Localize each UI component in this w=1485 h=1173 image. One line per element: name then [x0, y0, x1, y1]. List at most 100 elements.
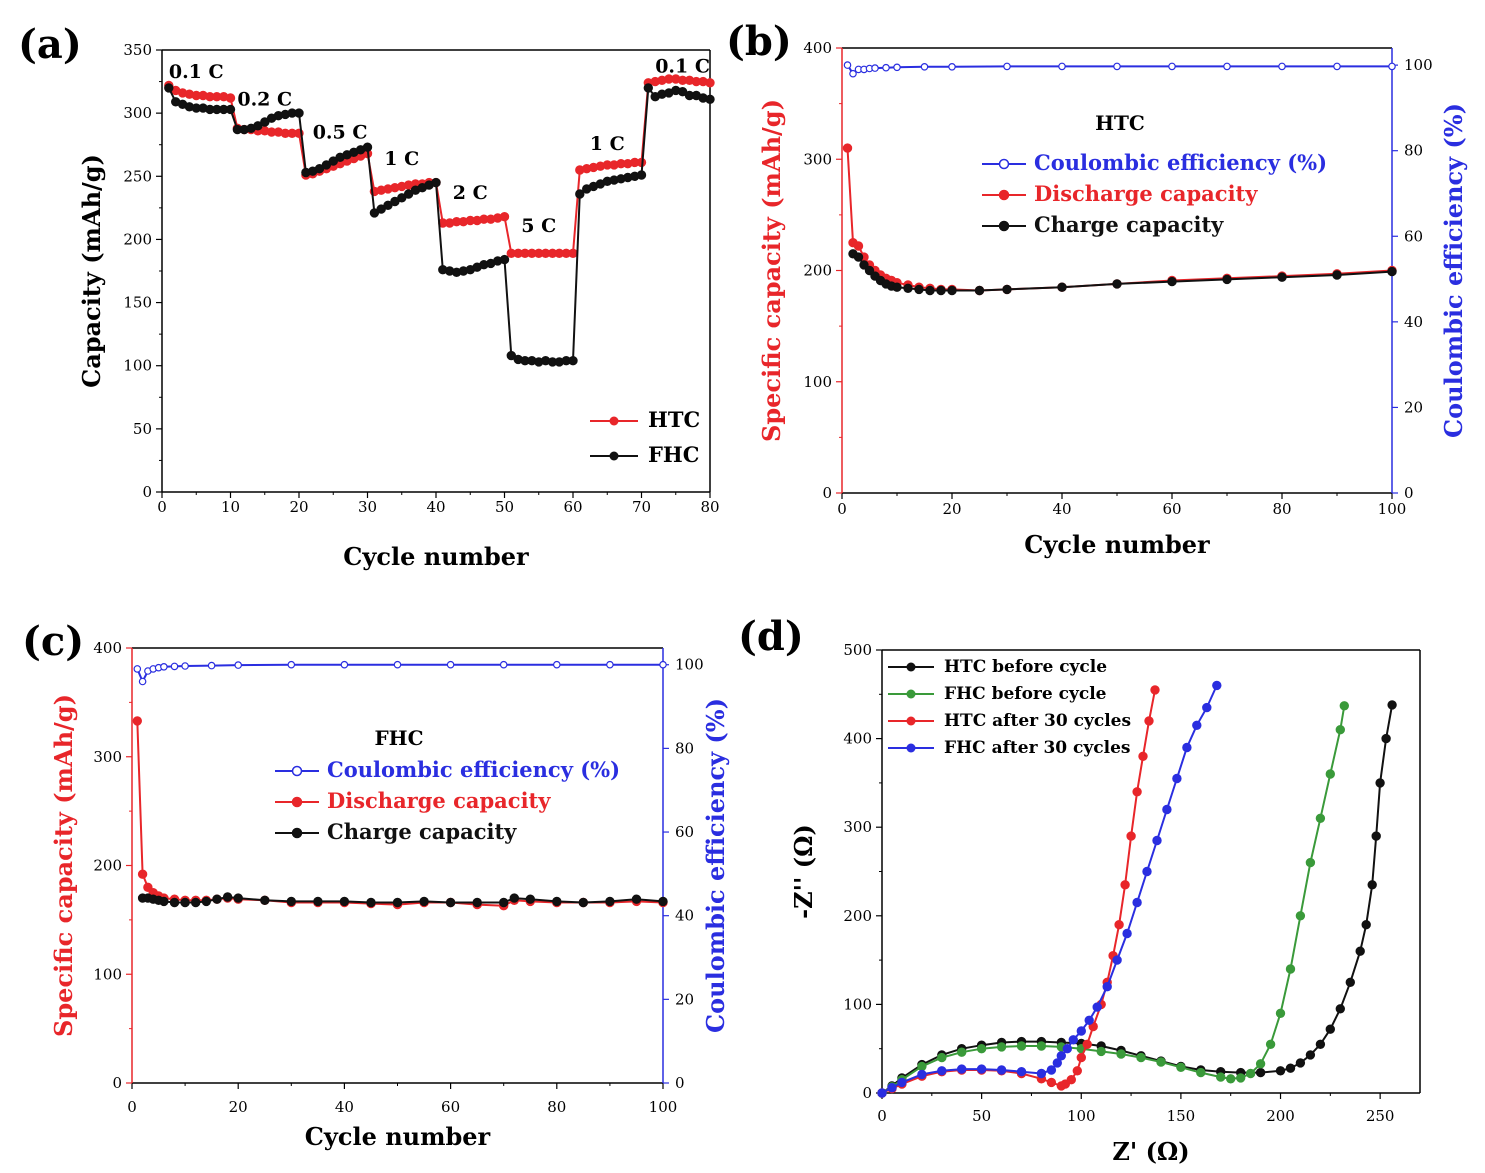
y-right-axis-title: Coulombic efficiency (%): [1439, 103, 1468, 438]
data-point: [1335, 725, 1346, 735]
x-tick-label: 80: [547, 1098, 566, 1116]
data-point: [1222, 274, 1232, 285]
rate-label: 1 C: [590, 133, 625, 155]
data-point: [1223, 62, 1231, 71]
data-point: [509, 893, 519, 903]
data-point: [446, 660, 455, 669]
y-tick-label: 400: [843, 730, 872, 748]
data-point: [1132, 787, 1142, 797]
legend-swatch-marker: [998, 158, 1010, 170]
data-point: [1275, 1008, 1286, 1018]
y-tick-label: 0: [862, 1084, 872, 1102]
legend-label: HTC before cycle: [944, 657, 1107, 677]
data-point: [859, 260, 869, 270]
legend-b: Coulombic efficiency (%) Discharge capaci…: [982, 150, 1327, 237]
data-point: [976, 1064, 987, 1074]
legend-c: Coulombic efficiency (%) Discharge capaci…: [275, 757, 620, 844]
data-point: [1295, 911, 1306, 921]
y-tick-label: 200: [93, 857, 122, 875]
data-point: [392, 897, 403, 908]
rate-label: 0.1 C: [655, 56, 710, 78]
y-tick-label: 100: [123, 357, 152, 375]
data-point: [1056, 1051, 1067, 1061]
data-point: [947, 285, 957, 296]
series-coulombic-efficiency-: [843, 61, 1396, 78]
x-tick-label: 40: [426, 498, 445, 516]
y-tick-label: 0: [142, 483, 152, 501]
data-point: [842, 143, 853, 153]
data-point: [849, 69, 857, 78]
data-point: [1387, 266, 1397, 277]
x-tick-label: 20: [942, 500, 961, 518]
data-point: [1132, 897, 1142, 908]
data-point: [1116, 1049, 1126, 1059]
series-fhc: [164, 83, 715, 367]
data-point: [914, 284, 924, 295]
data-point: [1046, 1065, 1057, 1075]
data-point: [976, 1044, 987, 1054]
data-point: [882, 63, 890, 72]
x-tick-label: 0: [127, 1098, 137, 1116]
legend-label: Charge capacity: [327, 819, 517, 844]
data-point: [1388, 62, 1396, 71]
x-axis-title: Cycle number: [343, 542, 529, 571]
data-point: [1136, 1052, 1146, 1063]
y-right-tick-label: 40: [1404, 313, 1423, 331]
x-tick-label: 60: [1162, 500, 1181, 518]
x-tick-label: 70: [632, 498, 651, 516]
legend-label: HTC after 30 cycles: [944, 711, 1131, 731]
data-point: [552, 660, 561, 669]
y-right-tick-label: 80: [675, 739, 694, 757]
rate-label: 0.2 C: [237, 89, 292, 111]
rate-label: 5 C: [521, 215, 556, 237]
data-point: [936, 285, 946, 296]
data-point: [957, 1064, 967, 1074]
data-point: [1092, 1002, 1102, 1012]
data-point: [1112, 955, 1122, 965]
data-point: [1202, 702, 1212, 713]
data-point: [1361, 920, 1371, 930]
data-point: [1325, 769, 1336, 779]
x-tick-label: 50: [495, 498, 514, 516]
data-point: [1345, 977, 1356, 987]
data-point: [191, 897, 201, 908]
legend-label: FHC before cycle: [944, 684, 1107, 704]
data-point: [1275, 1066, 1286, 1076]
data-point: [892, 282, 902, 292]
data-point: [605, 896, 615, 907]
data-point: [1176, 1062, 1186, 1073]
data-point: [705, 78, 715, 88]
data-point: [1162, 804, 1172, 815]
data-point: [1076, 1026, 1087, 1036]
data-point: [1122, 928, 1132, 939]
data-point: [222, 892, 233, 902]
data-point: [893, 63, 901, 72]
y-axis-title: Capacity (mAh/g): [77, 154, 106, 388]
y-tick-label: 0: [822, 484, 832, 502]
data-point: [138, 677, 147, 686]
x-tick-label: 10: [221, 498, 240, 516]
legend-swatch-marker: [906, 716, 916, 726]
x-tick-label: 200: [1266, 1107, 1295, 1125]
data-point: [1066, 1075, 1077, 1085]
series-charge-capacity: [137, 892, 668, 908]
data-point: [1315, 1039, 1326, 1050]
data-point: [974, 285, 985, 296]
data-point: [1114, 920, 1124, 930]
data-point: [864, 265, 875, 276]
series-line: [852, 252, 1393, 292]
data-point: [887, 1083, 897, 1093]
y-tick-label: 300: [843, 818, 872, 836]
legend-label: Discharge capacity: [327, 788, 551, 813]
data-point: [286, 896, 296, 907]
data-point: [1371, 831, 1381, 841]
legend-swatch-marker: [906, 662, 916, 672]
data-point: [903, 283, 913, 293]
data-point: [1072, 1066, 1083, 1076]
legend-label: HTC: [648, 407, 700, 432]
data-point: [294, 108, 304, 118]
y-axis-title: Specific capacity (mAh/g): [757, 99, 786, 442]
y-right-tick-label: 60: [1404, 227, 1423, 245]
data-point: [917, 1061, 927, 1072]
y-tick-label: 300: [93, 748, 122, 766]
